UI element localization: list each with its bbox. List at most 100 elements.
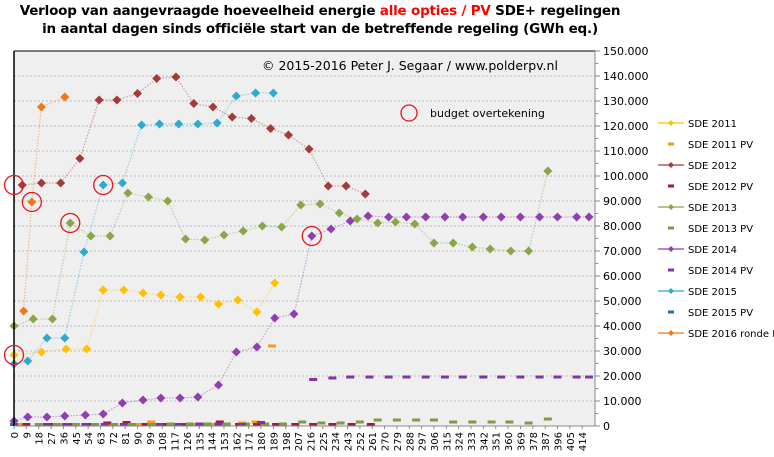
data-point-sde-2013 [219,230,229,240]
data-point-sde-2014-pv [81,423,90,426]
data-point-sde-2012 [246,114,256,123]
legend-label-sde-2013-pv: SDE 2013 PV [688,224,753,235]
data-point-sde-2011 [270,278,280,288]
data-point-sde-2014 [175,393,185,403]
data-point-sde-2013 [238,226,248,236]
data-point-sde-2013-pv [147,423,156,426]
data-point-sde-2013 [448,238,458,248]
title-text-part-2: SDE+ regelingen [490,3,621,19]
data-point-sde-2013-pv [543,417,552,421]
data-point-sde-2013-pv [412,418,421,422]
data-point-sde-2012-pv [309,423,318,426]
y-axis-ticks: 0 10.000 20.000 30.000 40.000 50.000 60.000 70.… [595,45,649,433]
y-tick-label: 130.000 [603,95,649,108]
y-tick-label: 120.000 [603,120,649,133]
data-point-sde-2012-pv [22,423,31,426]
x-tick-label: 27 [47,432,58,445]
x-tick-label: 90 [134,432,145,445]
data-point-sde-2012 [56,178,66,188]
data-point-sde-2012 [208,102,218,112]
x-tick-label: 306 [430,432,441,451]
x-tick-label: 369 [516,432,527,451]
data-point-sde-2011 [213,299,223,309]
series-line-sde-2016-ronde-i [23,96,66,312]
data-point-sde-2014 [231,347,241,357]
x-tick-label: 180 [257,432,268,451]
data-point-sde-2012-pv [328,423,337,426]
data-point-sde-2012-pv [159,423,168,426]
data-point-sde-2013 [163,196,173,206]
data-point-sde-2014 [213,380,223,390]
data-point-sde-2013-pv [524,421,533,425]
x-tick-label: 333 [467,432,478,451]
legend-label-sde-2011-pv: SDE 2011 PV [688,140,753,151]
data-point-sde-2012-pv [252,423,261,426]
data-point-sde-2011 [36,347,46,357]
data-point-sde-2013 [410,219,420,229]
data-point-sde-2013 [467,242,477,252]
data-point-sde-2014 [289,309,299,319]
data-point-sde-2015 [137,120,147,130]
data-point-sde-2014-pv [572,375,581,379]
data-point-sde-2014 [193,392,203,402]
y-tick-label: 40.000 [603,320,642,333]
data-point-sde-2012 [94,95,104,105]
data-point-sde-2014-pv [346,375,355,379]
x-tick-label: 81 [121,432,132,445]
budget-annotation: budget overtekening [430,107,545,120]
legend-marker-sde-2014-pv [668,268,674,272]
data-point-sde-2011 [82,344,92,354]
data-point-sde-2013-pv [373,418,382,422]
data-point-sde-2013-pv [278,422,287,426]
data-point-sde-2013 [334,208,344,218]
data-point-sde-2013-pv [298,420,307,424]
y-tick-label: 80.000 [603,220,642,233]
data-point-sde-2014-pv [257,421,266,424]
copyright-annotation: © 2015-2016 Peter J. Segaar / www.polder… [262,58,558,73]
data-point-sde-2014-pv [214,422,223,426]
data-point-sde-2011 [138,288,148,298]
legend-label-sde-2012-pv: SDE 2012 PV [688,182,753,193]
data-point-sde-2014 [270,313,280,323]
data-point-sde-2011 [61,344,71,354]
legend-marker-sde-2011-pv [668,142,674,146]
data-point-sde-2015 [79,247,89,257]
y-tick-label: 110.000 [603,145,649,158]
legend-marker-sde-2014 [668,246,674,252]
x-tick-label: 315 [442,432,453,451]
data-point-sde-2015 [42,333,52,343]
data-point-sde-2014-pv [42,423,51,426]
x-tick-label: 63 [96,432,107,445]
budget-overrun-circle [3,174,25,196]
data-point-sde-2012 [304,144,314,154]
data-point-sde-2014-pv [174,423,183,426]
data-point-sde-2014 [156,393,166,403]
x-tick-label: 117 [171,432,182,451]
data-point-sde-2013 [181,234,191,244]
data-point-sde-2013 [277,222,287,232]
data-point-sde-2011-pv [208,423,217,426]
x-tick-label: 252 [356,432,367,451]
data-point-sde-2014 [252,342,262,352]
data-point-sde-2014-pv [195,422,204,426]
data-point-sde-2014 [384,212,394,222]
x-tick-label: 279 [393,432,404,451]
data-point-sde-2015 [154,119,164,129]
x-tick-label: 396 [554,432,565,451]
data-point-sde-2014-pv [309,378,318,381]
x-tick-label: 405 [566,432,577,451]
data-point-sde-2013 [257,221,267,231]
data-point-sde-2013 [429,238,439,248]
data-point-sde-2012 [227,112,237,122]
budget-overrun-circle [93,174,114,196]
data-point-sde-2012-pv [366,423,375,426]
data-point-sde-2011-pv [147,420,156,424]
data-point-sde-2014-pv [62,423,71,426]
x-tick-label: 261 [368,432,379,451]
x-tick-label: 9 [22,432,33,438]
data-point-sde-2012 [283,130,293,140]
x-tick-label: 198 [282,432,293,451]
data-point-sde-2015 [251,88,261,98]
data-point-sde-2011 [98,285,108,295]
